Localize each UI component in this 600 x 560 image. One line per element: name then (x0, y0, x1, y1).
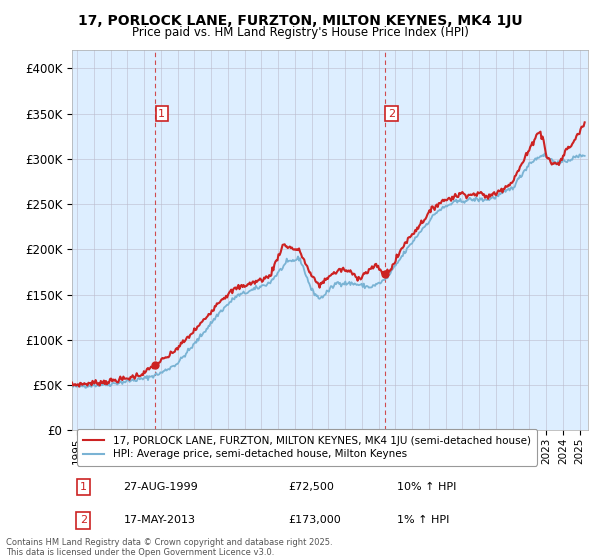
Text: 10% ↑ HPI: 10% ↑ HPI (397, 482, 457, 492)
Text: 2: 2 (388, 109, 395, 119)
Text: 1: 1 (80, 482, 87, 492)
Text: 1% ↑ HPI: 1% ↑ HPI (397, 515, 449, 525)
Text: £72,500: £72,500 (289, 482, 335, 492)
Text: £173,000: £173,000 (289, 515, 341, 525)
Text: Price paid vs. HM Land Registry's House Price Index (HPI): Price paid vs. HM Land Registry's House … (131, 26, 469, 39)
Legend: 17, PORLOCK LANE, FURZTON, MILTON KEYNES, MK4 1JU (semi-detached house), HPI: Av: 17, PORLOCK LANE, FURZTON, MILTON KEYNES… (77, 430, 537, 465)
Text: 2: 2 (80, 515, 87, 525)
Text: 1: 1 (158, 109, 165, 119)
Text: 17, PORLOCK LANE, FURZTON, MILTON KEYNES, MK4 1JU: 17, PORLOCK LANE, FURZTON, MILTON KEYNES… (77, 14, 523, 28)
Text: 17-MAY-2013: 17-MAY-2013 (124, 515, 196, 525)
Text: 27-AUG-1999: 27-AUG-1999 (124, 482, 199, 492)
Text: Contains HM Land Registry data © Crown copyright and database right 2025.
This d: Contains HM Land Registry data © Crown c… (6, 538, 332, 557)
